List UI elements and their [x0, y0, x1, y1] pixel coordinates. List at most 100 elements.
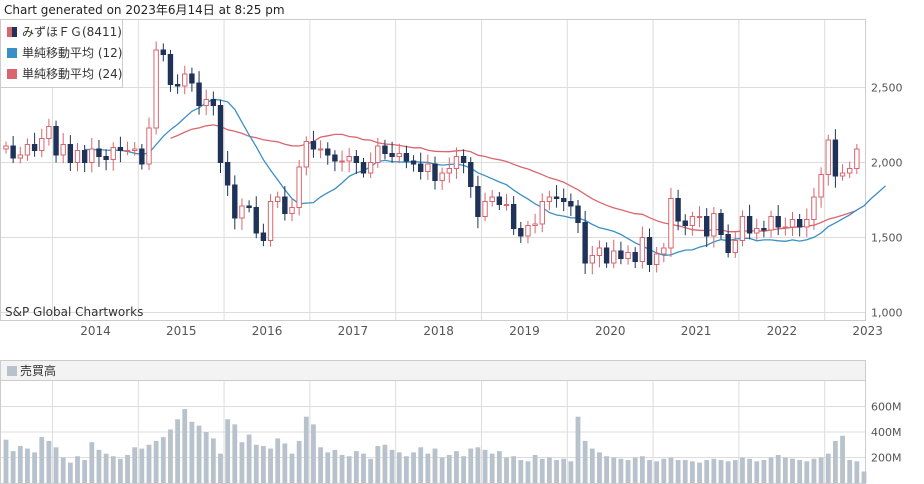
- candle-up: [289, 207, 295, 214]
- volume-bar: [454, 451, 459, 483]
- volume-y-tick-label: 200M: [871, 452, 902, 465]
- volume-bar: [847, 460, 853, 483]
- volume-bar: [296, 440, 302, 483]
- legend-item-sma12: 単純移動平均 (12): [7, 46, 122, 60]
- volume-bar: [389, 449, 395, 483]
- candle-down: [704, 216, 710, 237]
- candle-down: [675, 198, 681, 222]
- volume-bar: [768, 457, 774, 483]
- volume-bar: [489, 453, 495, 483]
- candle-legend-icon-dark: [12, 27, 17, 37]
- candle-down: [310, 141, 317, 150]
- volume-bar: [439, 457, 445, 483]
- legend-label-stock: みずほＦＧ(8411): [22, 25, 122, 39]
- candle-up: [825, 139, 831, 175]
- candle-up: [732, 240, 738, 253]
- candle-legend-icon: [7, 27, 12, 37]
- volume-bar: [210, 438, 216, 483]
- candle-up: [446, 168, 453, 174]
- candlestick-series: [3, 41, 860, 275]
- volume-bar: [82, 460, 88, 483]
- volume-bar: [175, 419, 180, 483]
- volume-bar: [482, 449, 488, 483]
- candle-up: [425, 163, 431, 172]
- volume-bar: [754, 461, 760, 483]
- candle-down: [224, 162, 231, 186]
- x-tick-label: 2018: [423, 324, 454, 338]
- x-tick-label: 2017: [338, 324, 369, 338]
- candle-down: [632, 252, 638, 262]
- candle-down: [746, 216, 753, 234]
- volume-bar: [353, 451, 359, 483]
- volume-bar: [32, 452, 37, 483]
- price-y-tick-label: 2,000: [871, 157, 903, 170]
- volume-bar: [597, 452, 602, 483]
- candle-down: [410, 160, 417, 165]
- candle-up: [639, 237, 646, 262]
- x-tick-label: 2015: [166, 324, 197, 338]
- candle-up: [754, 228, 760, 234]
- sma12-legend-icon: [7, 48, 17, 58]
- candle-down: [282, 196, 288, 214]
- volume-bar: [589, 448, 595, 483]
- candle-up: [611, 250, 617, 264]
- volume-bar: [125, 454, 130, 483]
- sma24-legend-icon: [7, 69, 17, 79]
- candle-up: [596, 247, 603, 256]
- candle-down: [246, 205, 252, 208]
- candle-down: [325, 148, 331, 156]
- candle-up: [3, 145, 9, 150]
- candle-down: [260, 232, 267, 241]
- candle-down: [167, 54, 174, 85]
- volume-header-bar: [0, 360, 866, 381]
- volume-bar: [60, 457, 66, 483]
- volume-bar: [690, 461, 695, 483]
- volume-bar: [647, 460, 652, 483]
- volume-bar: [346, 456, 352, 483]
- volume-bar: [632, 457, 638, 483]
- candle-down: [475, 186, 481, 217]
- candle-up: [396, 153, 402, 157]
- volume-bar: [418, 447, 424, 483]
- volume-bar: [639, 456, 645, 483]
- volume-bar: [539, 458, 545, 483]
- candle-down: [117, 147, 124, 151]
- volume-bar: [218, 453, 223, 483]
- legend-item-candle: みずほＦＧ(8411): [7, 25, 122, 39]
- volume-bar: [425, 453, 431, 483]
- volume-bar: [146, 444, 152, 483]
- volume-bar: [253, 444, 259, 483]
- candle-down: [618, 250, 624, 259]
- candle-down: [553, 196, 560, 199]
- x-tick-label: 2021: [681, 324, 712, 338]
- candle-down: [174, 84, 181, 87]
- volume-bar: [604, 456, 609, 483]
- candle-up: [153, 49, 159, 129]
- candle-down: [217, 105, 224, 163]
- volume-bar: [504, 457, 509, 483]
- price-y-tick-label: 1,500: [871, 232, 903, 245]
- candle-down: [139, 148, 145, 165]
- candle-up: [503, 204, 510, 206]
- volume-bar: [332, 449, 338, 483]
- candle-down: [81, 150, 88, 163]
- candle-down: [253, 207, 259, 234]
- volume-bar: [682, 460, 688, 483]
- volume-legend-label: 売買高: [20, 363, 56, 378]
- volume-bar: [833, 440, 838, 483]
- volume-bar: [561, 458, 567, 483]
- volume-bar: [282, 443, 288, 483]
- price-gridlines: [1, 20, 865, 320]
- volume-bar: [268, 448, 273, 483]
- volume-bar: [339, 454, 345, 483]
- candle-down: [418, 163, 424, 172]
- volume-bar: [396, 452, 402, 483]
- volume-bar: [67, 462, 73, 483]
- candle-down: [682, 220, 688, 226]
- x-tick-label: 2022: [767, 324, 798, 338]
- volume-bar: [775, 454, 781, 483]
- volume-bar: [854, 461, 860, 483]
- candle-up: [439, 172, 445, 181]
- volume-bar: [46, 440, 52, 483]
